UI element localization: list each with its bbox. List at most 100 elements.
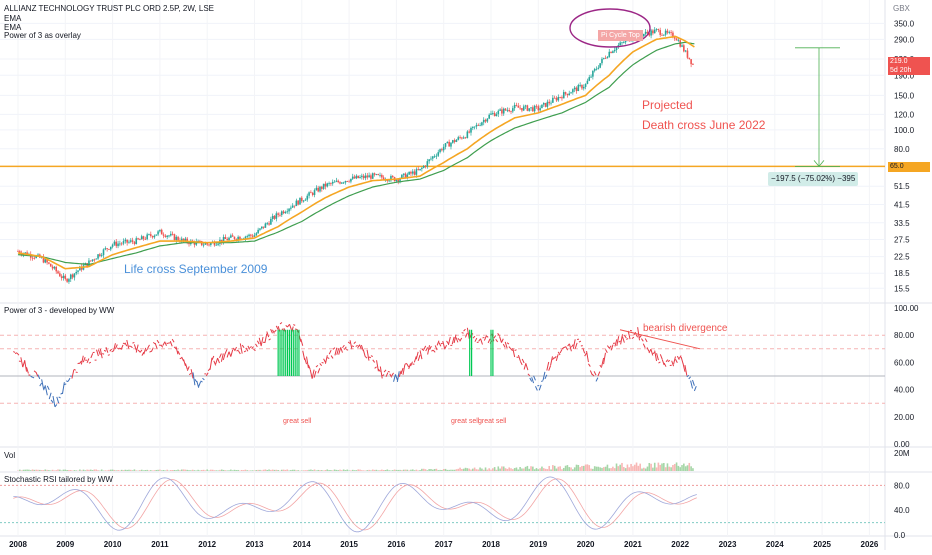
candle-body-196 bbox=[374, 173, 376, 174]
p3-segment-5 bbox=[23, 361, 25, 367]
p3-segment-311 bbox=[602, 358, 604, 367]
candle-body-261 bbox=[492, 113, 494, 114]
p3-segment-50 bbox=[108, 355, 110, 356]
candle-body-77 bbox=[157, 231, 159, 234]
candle-body-53 bbox=[114, 242, 116, 245]
candle-body-41 bbox=[92, 259, 94, 260]
volume-bar-117 bbox=[230, 470, 232, 471]
p3-segment-63 bbox=[132, 342, 134, 343]
candle-body-155 bbox=[299, 198, 301, 205]
candle-body-62 bbox=[130, 240, 132, 241]
volume-bar-76 bbox=[155, 470, 157, 471]
candle-body-278 bbox=[523, 106, 525, 110]
volume-bar-73 bbox=[150, 470, 152, 471]
volume-bar-371 bbox=[692, 468, 694, 471]
candle-body-186 bbox=[356, 176, 358, 179]
p3-segment-84 bbox=[172, 339, 174, 342]
candle-body-326 bbox=[610, 52, 612, 53]
candle-body-359 bbox=[670, 32, 672, 33]
death-cross-annotation[interactable]: Death cross June 2022 bbox=[642, 118, 765, 132]
time-tick-label-5: 2013 bbox=[246, 540, 264, 549]
projected-annotation[interactable]: Projected bbox=[642, 98, 693, 112]
volume-bar-367 bbox=[685, 466, 687, 471]
p3-segment-287 bbox=[556, 354, 558, 361]
candle-body-308 bbox=[578, 85, 580, 91]
volume-bar-352 bbox=[658, 463, 660, 471]
bearish-divergence-annotation[interactable]: bearish divergence bbox=[643, 323, 728, 335]
candle-body-156 bbox=[301, 198, 303, 202]
candle-body-136 bbox=[265, 224, 267, 228]
pane-title-stochastic-rsi[interactable]: Stochastic RSI tailored by WW bbox=[4, 475, 113, 485]
candle-body-275 bbox=[517, 106, 519, 108]
srsi-d-line[interactable] bbox=[13, 479, 697, 530]
candle-body-283 bbox=[532, 107, 534, 111]
p3-segment-49 bbox=[106, 347, 108, 352]
candle-body-298 bbox=[559, 97, 561, 98]
volume-bar-363 bbox=[678, 466, 680, 471]
candle-body-231 bbox=[437, 152, 439, 156]
candle-body-260 bbox=[490, 113, 492, 114]
volume-bar-31 bbox=[74, 470, 76, 471]
volume-bar-219 bbox=[416, 470, 418, 471]
volume-bar-2 bbox=[21, 470, 23, 471]
srsi-tick-label-2: 0.0 bbox=[894, 531, 906, 540]
candle-body-361 bbox=[674, 38, 676, 39]
candle-body-0 bbox=[17, 251, 19, 252]
candle-body-69 bbox=[143, 236, 145, 239]
p3-segment-93 bbox=[189, 373, 191, 374]
p3-segment-263 bbox=[511, 349, 513, 350]
volume-bar-353 bbox=[659, 465, 661, 471]
volume-bar-121 bbox=[237, 470, 239, 471]
volume-bar-299 bbox=[561, 469, 563, 471]
volume-bar-298 bbox=[559, 466, 561, 471]
volume-bar-153 bbox=[296, 470, 298, 471]
volume-bar-51 bbox=[110, 470, 112, 471]
volume-bar-252 bbox=[476, 469, 478, 471]
volume-bar-128 bbox=[250, 470, 252, 471]
volume-bar-281 bbox=[528, 469, 530, 471]
candle-body-22 bbox=[57, 271, 59, 273]
p3-segment-189 bbox=[371, 356, 373, 357]
candle-body-185 bbox=[354, 177, 356, 179]
candle-body-82 bbox=[166, 236, 168, 237]
candle-body-65 bbox=[135, 238, 137, 244]
p3-segment-350 bbox=[675, 359, 677, 362]
candle-body-135 bbox=[263, 227, 265, 228]
volume-bar-195 bbox=[372, 470, 374, 471]
volume-bar-95 bbox=[190, 470, 192, 471]
p3-segment-62 bbox=[131, 346, 133, 348]
volume-bar-327 bbox=[612, 467, 614, 471]
candle-body-105 bbox=[208, 245, 210, 246]
volume-bar-249 bbox=[470, 470, 472, 471]
volume-bar-226 bbox=[428, 469, 430, 471]
pane-title-volume[interactable]: Vol bbox=[4, 451, 15, 461]
p3-segment-322 bbox=[622, 337, 624, 343]
volume-bar-242 bbox=[457, 469, 459, 471]
volume-bar-284 bbox=[534, 469, 536, 471]
candle-body-301 bbox=[565, 92, 567, 94]
candle-body-317 bbox=[594, 69, 596, 71]
life-cross-annotation[interactable]: Life cross September 2009 bbox=[124, 262, 267, 276]
volume-bar-175 bbox=[336, 470, 338, 471]
candle-body-116 bbox=[228, 238, 230, 240]
volume-bar-165 bbox=[317, 470, 319, 471]
candle-body-250 bbox=[472, 127, 474, 128]
volume-bar-150 bbox=[290, 470, 292, 471]
p3-segment-270 bbox=[524, 363, 526, 370]
p3-segment-160 bbox=[316, 365, 318, 367]
p3-segment-89 bbox=[182, 357, 184, 361]
p3-segment-326 bbox=[630, 330, 632, 331]
p3-segment-206 bbox=[403, 364, 405, 374]
candle-body-88 bbox=[177, 237, 179, 240]
volume-bar-296 bbox=[556, 469, 558, 471]
candle-body-70 bbox=[145, 239, 147, 240]
candle-body-178 bbox=[341, 183, 343, 184]
volume-bar-6 bbox=[28, 470, 30, 471]
p3-segment-339 bbox=[655, 351, 657, 361]
p3-segment-212 bbox=[414, 356, 416, 362]
pane-title-power-of-3[interactable]: Power of 3 - developed by WW bbox=[4, 306, 114, 316]
volume-bar-41 bbox=[92, 470, 94, 471]
indicator-power-of-3-overlay[interactable]: Power of 3 as overlay bbox=[4, 31, 81, 41]
pi-cycle-ellipse[interactable] bbox=[570, 9, 650, 47]
candle-body-371 bbox=[692, 64, 694, 65]
